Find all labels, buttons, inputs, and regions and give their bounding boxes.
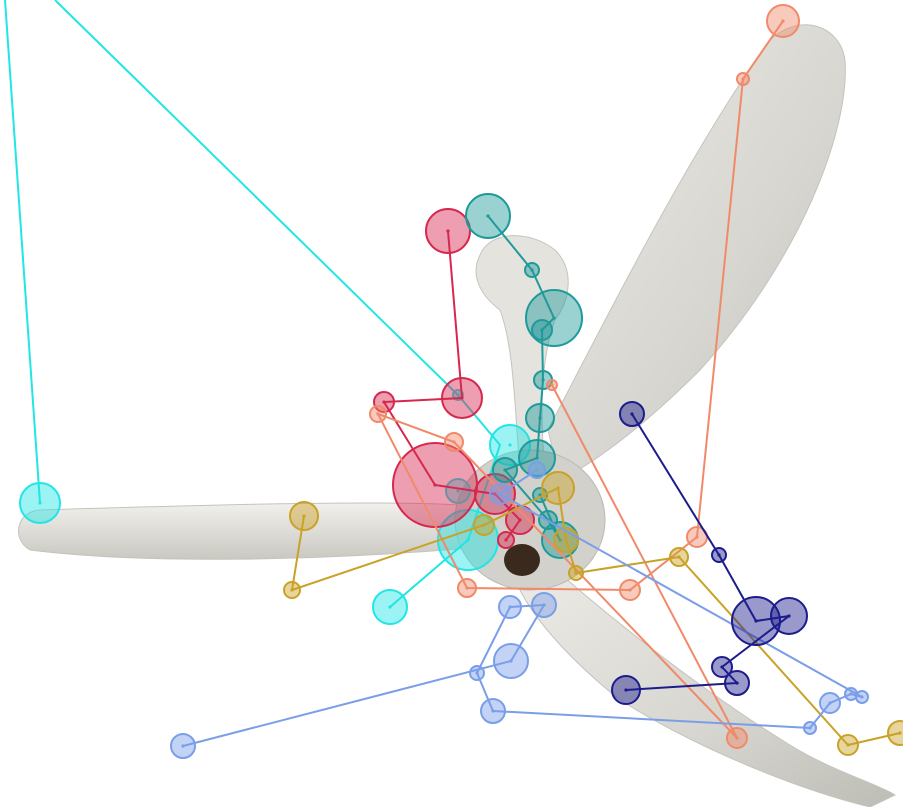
gaze-fixation-dot-teal (503, 468, 507, 472)
gaze-series-crimson (373, 208, 535, 549)
gaze-fixation-dot-teal (540, 328, 544, 332)
gaze-overlay (4, 0, 903, 759)
gaze-path-cyan-lead (54, 0, 502, 608)
gaze-fixation-dot-salmon (781, 19, 785, 23)
gaze-fixation-dot-cornflower (849, 692, 853, 696)
gaze-series-salmon (369, 4, 800, 749)
gaze-fixation-dot-gold (482, 523, 486, 527)
gaze-fixation-dot-gold (290, 588, 294, 592)
gaze-fixation-dot-cornflower (508, 605, 512, 609)
gaze-fixation-dot-crimson (433, 483, 437, 487)
gaze-fixation-dot-crimson (504, 538, 508, 542)
gaze-fixation-dot-cyan (456, 489, 460, 493)
gaze-fixation-dot-gold (564, 538, 568, 542)
gaze-fixation-dot-cornflower (491, 709, 495, 713)
gaze-fixation-dot-navy (720, 665, 724, 669)
gaze-fixation-dot-salmon (452, 440, 456, 444)
gaze-fixation-dot-crimson (382, 400, 386, 404)
gaze-fixation-dot-gold (677, 555, 681, 559)
gaze-fixation-dot-cornflower (808, 726, 812, 730)
fan-blade-left (18, 502, 471, 560)
fan-body (18, 24, 897, 807)
gaze-fixation-dot-cyan (508, 443, 512, 447)
gaze-fixation-dot-salmon (741, 77, 745, 81)
gaze-series-navy (611, 401, 808, 705)
fan-downrod (475, 235, 569, 471)
gaze-fixation-dot-gold (556, 486, 560, 490)
gaze-path-cornflower (182, 469, 863, 747)
gaze-series-teal (465, 193, 583, 559)
gaze-fixation-dot-salmon (376, 412, 380, 416)
gaze-fixation-dot-cornflower (509, 659, 513, 663)
gaze-fixation-dot-salmon (550, 383, 554, 387)
gaze-fixation-dot-cornflower (475, 671, 479, 675)
gaze-fixation-dot-gold (574, 571, 578, 575)
gaze-fixation-dot-cornflower (542, 603, 546, 607)
gaze-fixation-dot-cornflower (860, 695, 864, 699)
gaze-fixation-dot-cornflower (828, 701, 832, 705)
gaze-fixation-gold (887, 720, 903, 746)
gaze-fixation-dot-teal (535, 456, 539, 460)
gaze-fixation-dot-navy (735, 681, 739, 685)
gaze-fixation-dot-navy (787, 614, 791, 618)
gaze-fixation-dot-teal (538, 416, 542, 420)
gaze-fixation-dot-cornflower (535, 468, 539, 472)
gaze-fixation-dot-teal (552, 316, 556, 320)
gaze-fixation-dot-crimson (460, 396, 464, 400)
gaze-fixation-dot-crimson (493, 492, 497, 496)
gaze-fixation-dot-navy (717, 553, 721, 557)
gaze-fixation-dot-salmon (735, 736, 739, 740)
gaze-fixation-dot-teal (541, 378, 545, 382)
gaze-fixation-dot-gold (846, 743, 850, 747)
gaze-fixation-dot-teal (530, 268, 534, 272)
gaze-fixation-dot-salmon (695, 535, 699, 539)
gaze-fixation-dot-salmon (628, 588, 632, 592)
gaze-fixation-dot-gold (898, 731, 902, 735)
gaze-fixation-dot-cyan (38, 501, 42, 505)
fan-blade-upper-right (547, 24, 846, 481)
gaze-series-cornflower (170, 461, 869, 759)
gaze-fixation-dot-gold (302, 514, 306, 518)
gaze-fixation-dot-cyan (388, 605, 392, 609)
gaze-path-cyan (4, 0, 41, 504)
gaze-fixation-dot-teal (486, 214, 490, 218)
gaze-fixation-dot-cyan (466, 538, 470, 542)
gaze-fixation-dot-cornflower (181, 744, 185, 748)
gaze-series-gold (283, 471, 903, 756)
gaze-fixation-dot-cyan (456, 393, 460, 397)
gaze-fixation-dot-crimson (518, 518, 522, 522)
gaze-fixation-dot-navy (624, 688, 628, 692)
fan-hub-cap (504, 544, 540, 576)
gaze-fixation-dot-navy (754, 619, 758, 623)
gaze-fixation-dot-cornflower (498, 492, 502, 496)
gaze-fixation-dot-salmon (465, 586, 469, 590)
gaze-fixation-dot-crimson (446, 229, 450, 233)
gaze-fixation-dot-navy (630, 412, 634, 416)
gaze-fixation-dot-teal (558, 538, 562, 542)
